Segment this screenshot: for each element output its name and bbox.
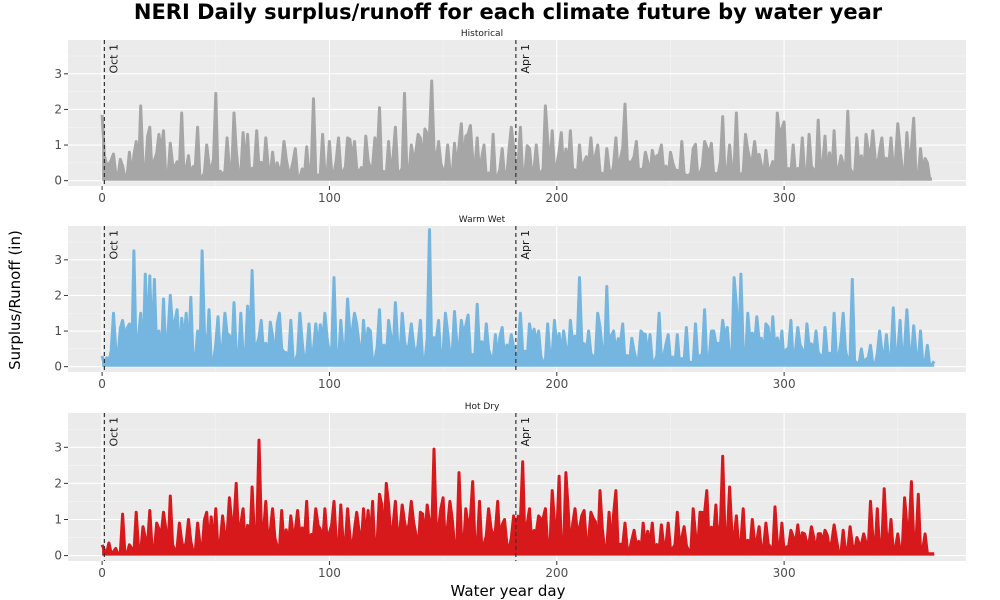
- facet-label: Historical: [461, 29, 503, 39]
- y-axis-label: Surplus/Runoff (in): [6, 230, 24, 370]
- y-tick-label: 1: [54, 138, 62, 152]
- facet-label: Hot Dry: [465, 402, 500, 412]
- x-tick-label: 300: [773, 191, 796, 205]
- y-tick-label: 3: [54, 67, 62, 81]
- y-tick-label: 3: [54, 440, 62, 454]
- facet-label: Warm Wet: [459, 215, 506, 225]
- x-tick-label: 200: [545, 566, 568, 580]
- x-tick-label: 0: [98, 566, 106, 580]
- reference-line-label: Apr 1: [519, 44, 532, 74]
- facet-panel: Oct 1 Apr 1 Hot Dry 0 1 2 3 0 100 200 300: [54, 402, 966, 580]
- x-tick-label: 0: [98, 377, 106, 391]
- x-tick-label: 200: [545, 377, 568, 391]
- reference-line-label: Apr 1: [519, 417, 532, 447]
- x-tick-label: 200: [545, 191, 568, 205]
- reference-line-label: Apr 1: [519, 230, 532, 260]
- facet-panel: Oct 1 Apr 1 Warm Wet 0 1 2 3 0 100 200 300: [54, 215, 966, 391]
- x-tick-label: 100: [318, 566, 341, 580]
- x-tick-label: 100: [318, 191, 341, 205]
- y-tick-label: 0: [54, 174, 62, 188]
- y-tick-label: 1: [54, 512, 62, 526]
- y-tick-label: 2: [54, 476, 62, 490]
- y-tick-label: 0: [54, 360, 62, 374]
- x-tick-label: 100: [318, 377, 341, 391]
- x-axis-label: Water year day: [451, 582, 566, 600]
- series-line: [100, 438, 935, 556]
- y-tick-label: 1: [54, 324, 62, 338]
- y-tick-label: 2: [54, 102, 62, 116]
- facet-panel: Oct 1 Apr 1 Historical 0 1 2 3 0 100 200 300: [54, 29, 966, 205]
- reference-line-label: Oct 1: [107, 44, 120, 74]
- series-line: [100, 228, 936, 367]
- x-tick-label: 300: [773, 377, 796, 391]
- reference-line-label: Oct 1: [107, 417, 120, 447]
- reference-line-label: Oct 1: [107, 230, 120, 260]
- x-tick-label: 0: [98, 191, 106, 205]
- y-tick-label: 2: [54, 288, 62, 302]
- y-tick-label: 3: [54, 253, 62, 267]
- x-tick-label: 300: [773, 566, 796, 580]
- chart-title: NERI Daily surplus/runoff for each clima…: [134, 0, 883, 24]
- series-line: [100, 79, 933, 181]
- y-tick-label: 0: [54, 549, 62, 563]
